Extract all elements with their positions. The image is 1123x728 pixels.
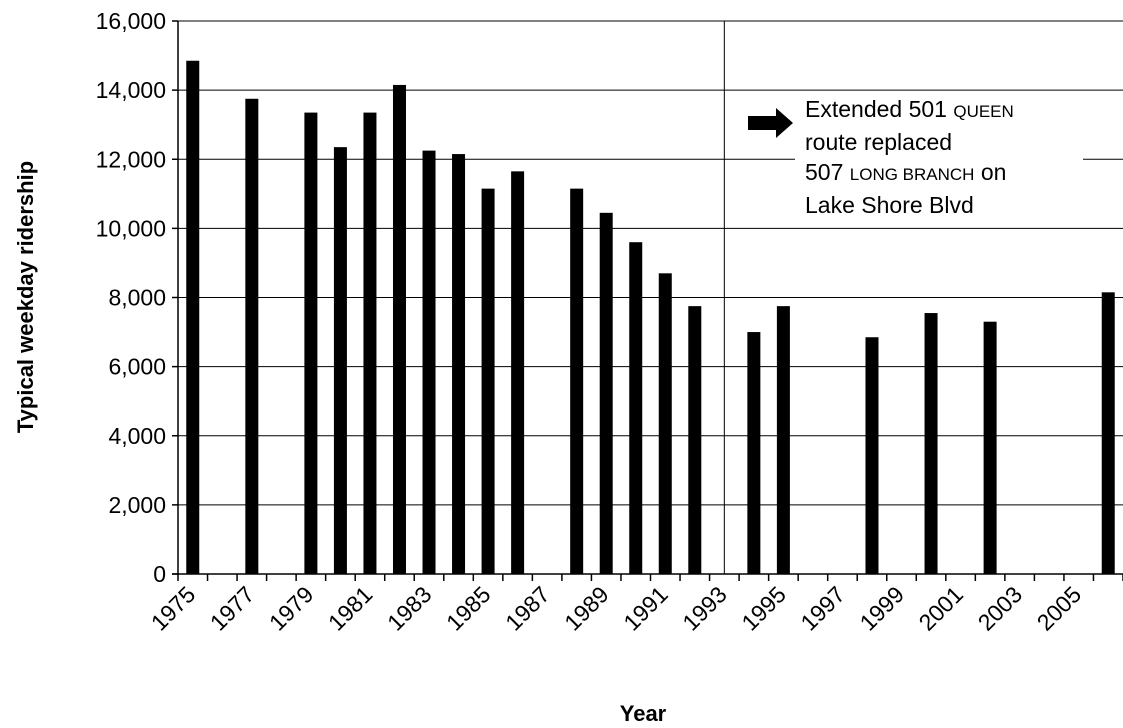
- x-tick-label: 1987: [500, 581, 555, 636]
- bar: [629, 242, 643, 574]
- y-tick-label: 2,000: [108, 492, 166, 518]
- y-tick-labels: 0 2,000 4,000 6,000 8,000 10,000 12,000 14,000 1…: [96, 8, 166, 587]
- annotation-route-name: Queen: [953, 102, 1014, 121]
- bar: [186, 60, 200, 574]
- annotation-arrow-icon: [748, 108, 793, 138]
- y-tick-label: 8,000: [108, 285, 166, 311]
- annotation-line-4: Lake Shore Blvd: [805, 192, 974, 218]
- bar: [747, 332, 761, 574]
- x-tick-label: 1997: [795, 581, 850, 636]
- y-tick-label: 0: [153, 561, 166, 587]
- bar: [924, 313, 938, 574]
- x-tick-label: 1977: [205, 581, 260, 636]
- bar: [658, 273, 672, 574]
- x-axis-title: Year: [620, 701, 667, 726]
- annotation-line-3-text: 507: [805, 159, 850, 185]
- x-tick-label: 2005: [1032, 581, 1087, 636]
- y-tick-label: 10,000: [96, 215, 166, 241]
- bar: [304, 112, 318, 574]
- x-tick-label: 2001: [914, 581, 969, 636]
- annotation-line-2: route replaced: [805, 129, 953, 155]
- annotation-line-1: Extended 501 Queen: [805, 94, 1075, 127]
- y-tick-label: 14,000: [96, 77, 166, 103]
- bar: [776, 306, 790, 574]
- x-tick-label: 1979: [264, 581, 319, 636]
- y-tick-label: 16,000: [96, 8, 166, 34]
- bar: [570, 188, 584, 575]
- annotation-replaced-route-name: Long Branch: [849, 165, 975, 184]
- axes: [172, 20, 1123, 581]
- bar: [363, 112, 377, 574]
- annotation-line-3: 507 Long Branch on: [805, 157, 1075, 190]
- x-tick-label: 1995: [736, 581, 791, 636]
- bar: [481, 188, 495, 575]
- x-tick-label: 1983: [382, 581, 437, 636]
- x-tick-label: 1991: [618, 581, 673, 636]
- x-tick-label: 2003: [973, 581, 1028, 636]
- y-tick-label: 12,000: [96, 146, 166, 172]
- bar: [1101, 292, 1115, 574]
- bar: [688, 306, 702, 574]
- bar: [599, 212, 613, 574]
- y-tick-label: 4,000: [108, 423, 166, 449]
- x-tick-label: 1985: [441, 581, 496, 636]
- y-tick-label: 6,000: [108, 354, 166, 380]
- bar: [511, 171, 525, 575]
- bar: [392, 84, 406, 575]
- bar: [983, 321, 997, 574]
- bar: [865, 337, 879, 574]
- x-tick-label: 1981: [323, 581, 378, 636]
- x-tick-labels: 1975 1977 1979 1981 1983 1985 1987 1989 1991 1993…: [146, 581, 1087, 636]
- bar: [452, 154, 466, 575]
- x-tick-label: 1999: [854, 581, 909, 636]
- x-tick-label: 1989: [559, 581, 614, 636]
- bar: [333, 147, 347, 574]
- annotation-line-1-text: Extended 501: [805, 96, 954, 122]
- y-axis-title: Typical weekday ridership: [13, 161, 38, 433]
- annotation-line-3-tail: on: [974, 159, 1007, 185]
- annotation-box: Extended 501 Queen route replaced 507 Lo…: [795, 92, 1083, 222]
- x-tick-label: 1993: [677, 581, 732, 636]
- x-tick-label: 1975: [146, 581, 201, 636]
- bar: [245, 98, 259, 574]
- arrow-shape: [748, 108, 793, 138]
- bar: [422, 150, 436, 574]
- bars: [186, 60, 1115, 575]
